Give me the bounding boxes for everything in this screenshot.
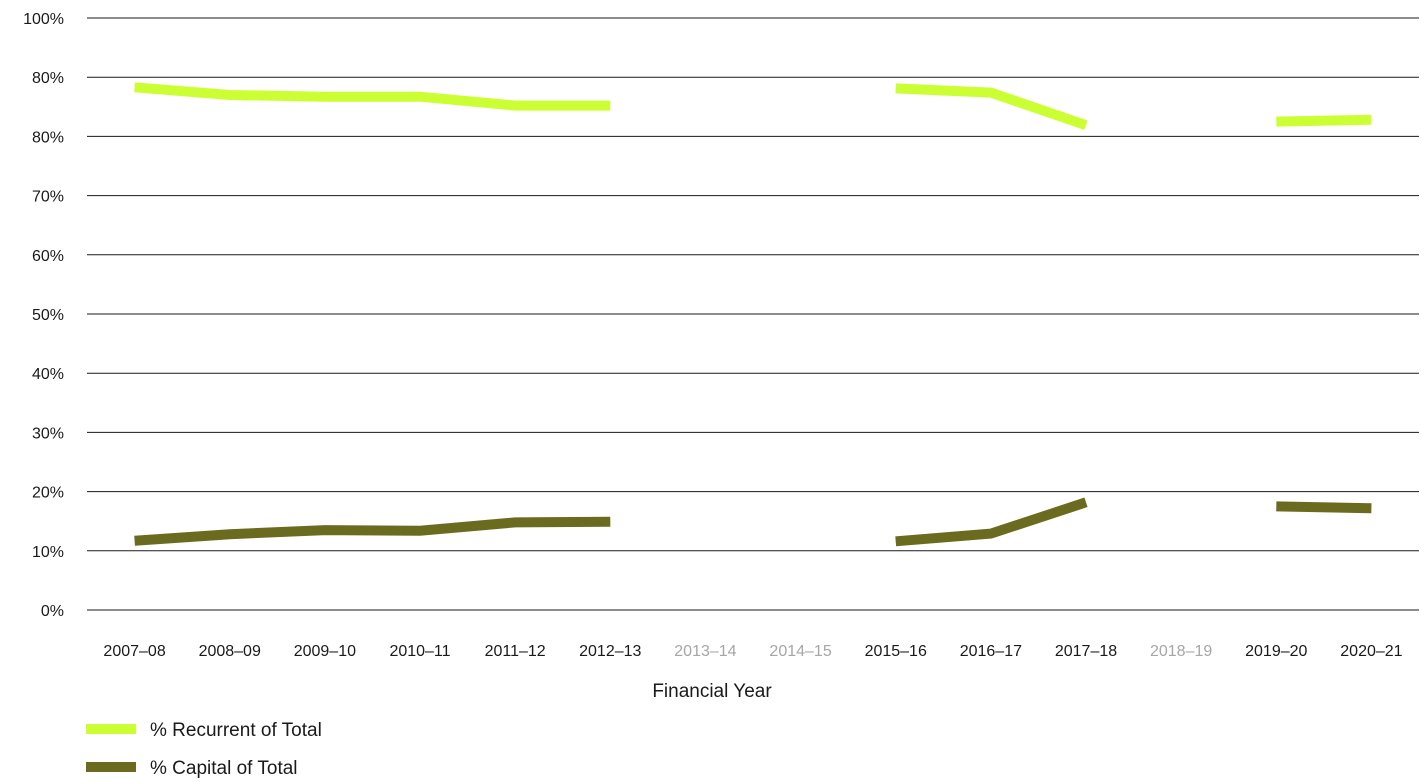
x-axis-title: Financial Year (652, 681, 772, 702)
series-line-recurrent (134, 82, 611, 111)
x-tick-label: 2019–20 (1245, 643, 1307, 660)
grid-lines (87, 17, 1419, 611)
legend-label: % Capital of Total (150, 758, 298, 779)
y-tick-label: 80% (32, 129, 64, 146)
y-tick-label: 20% (32, 485, 64, 502)
y-tick-label: 30% (32, 425, 64, 442)
y-tick-label: 100% (23, 11, 64, 28)
legend-swatch (86, 762, 136, 772)
legend-swatch (86, 724, 136, 734)
legend-label: % Recurrent of Total (150, 720, 322, 741)
legend: % Recurrent of Total % Capital of Total (86, 720, 322, 779)
y-tick-label: 0% (41, 603, 64, 620)
x-tick-label: 2012–13 (579, 643, 641, 660)
y-tick-label: 40% (32, 366, 64, 383)
x-tick-label: 2008–09 (199, 643, 261, 660)
series-line-recurrent (1276, 114, 1372, 127)
y-tick-label: 60% (32, 248, 64, 265)
x-tick-label: 2018–19 (1150, 643, 1212, 660)
x-tick-label: 2011–12 (485, 643, 546, 660)
y-axis-ticks: 0% 10% 20% 30% 40% 50% 60% 70% 80% 80% 100% (23, 11, 64, 620)
series-line-recurrent (895, 83, 1088, 130)
x-tick-label: 2020–21 (1340, 643, 1402, 660)
x-tick-label: 2014–15 (769, 643, 831, 660)
y-tick-label: 80% (32, 70, 64, 87)
y-tick-label: 70% (32, 189, 64, 206)
y-tick-label: 10% (32, 544, 64, 561)
y-tick-label: 50% (32, 307, 64, 324)
x-tick-label: 2015–16 (865, 643, 927, 660)
x-tick-label: 2017–18 (1055, 643, 1117, 660)
x-axis-ticks: 2007–08 2008–09 2009–10 2010–11 2011–12 2012–… (103, 643, 1402, 660)
x-tick-label: 2010–11 (389, 643, 450, 660)
series-line-capital (134, 516, 611, 546)
x-tick-label: 2009–10 (294, 643, 356, 660)
series-line-capital (1276, 501, 1372, 514)
x-tick-label: 2013–14 (674, 643, 736, 660)
series-lines (134, 82, 1372, 547)
x-tick-label: 2007–08 (103, 643, 165, 660)
x-tick-label: 2016–17 (960, 643, 1022, 660)
series-line-capital (895, 497, 1088, 547)
